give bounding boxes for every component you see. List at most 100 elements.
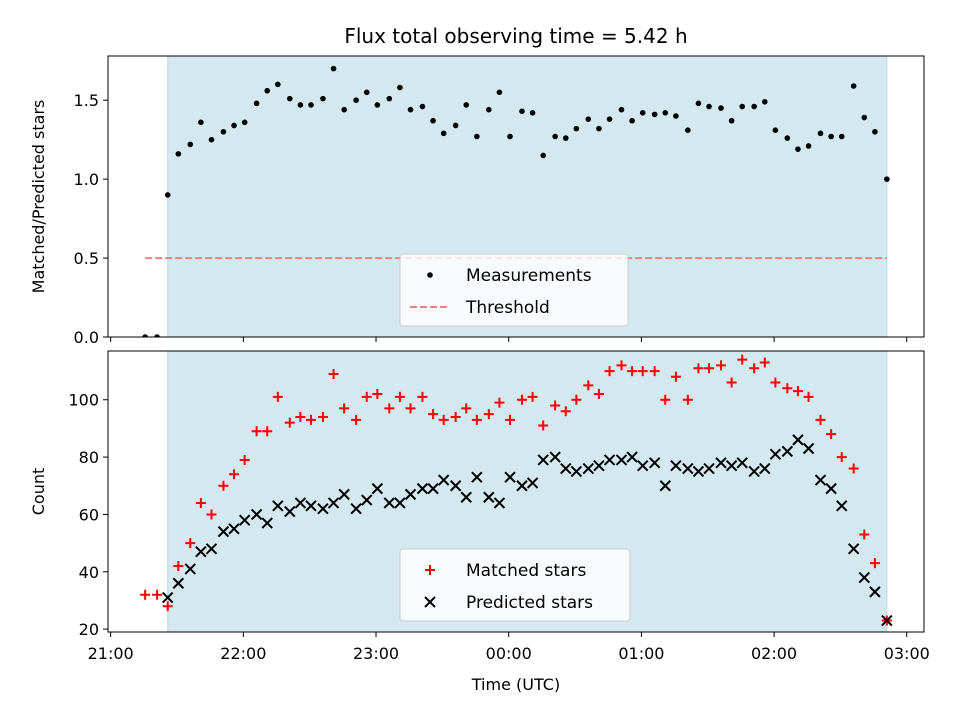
x-tick-label: 22:00 — [220, 644, 266, 663]
data-point — [784, 135, 791, 141]
data-point — [770, 377, 781, 388]
data-point — [394, 497, 406, 509]
data-point — [826, 429, 837, 440]
data-point — [673, 113, 679, 119]
data-point — [419, 103, 426, 110]
data-point — [407, 106, 414, 113]
data-point — [286, 95, 293, 102]
data-point — [327, 497, 340, 509]
data-point — [736, 457, 748, 469]
legend: Matched stars Predicted stars — [399, 548, 631, 622]
data-point — [861, 114, 868, 121]
x-tick-label: 01:00 — [618, 644, 664, 663]
data-point — [704, 363, 715, 374]
axes-frame — [107, 350, 925, 633]
data-point — [769, 448, 782, 460]
data-point — [437, 474, 450, 486]
data-point — [718, 105, 724, 111]
data-point — [330, 65, 337, 72]
data-point — [272, 391, 283, 402]
data-point — [529, 110, 536, 116]
data-point — [507, 133, 513, 140]
data-point — [571, 394, 582, 405]
data-point — [173, 561, 184, 572]
data-point — [692, 465, 705, 478]
x-tick-label: 23:00 — [353, 644, 399, 663]
legend: Measurements Threshold — [399, 253, 629, 327]
data-point — [550, 400, 561, 411]
data-point — [748, 465, 760, 478]
data-point — [140, 589, 151, 600]
data-point — [662, 110, 669, 116]
data-point — [297, 102, 304, 108]
legend-marker — [425, 565, 435, 575]
data-point — [751, 103, 757, 110]
data-point — [152, 589, 163, 600]
data-point — [206, 509, 217, 520]
y-tick-label: 80 — [79, 448, 99, 467]
data-point — [538, 420, 549, 431]
data-point — [825, 482, 837, 495]
data-point — [519, 108, 525, 115]
data-point — [416, 482, 429, 495]
data-point — [836, 452, 847, 463]
data-point — [430, 117, 436, 124]
data-point — [792, 386, 803, 397]
data-point — [353, 97, 359, 104]
data-point — [471, 414, 482, 425]
data-point — [772, 127, 779, 133]
data-point — [493, 497, 506, 509]
data-point — [859, 529, 870, 540]
data-point — [187, 141, 194, 148]
data-point — [339, 403, 350, 414]
data-point — [241, 119, 248, 126]
data-point — [726, 377, 737, 388]
data-point — [582, 462, 595, 475]
data-point — [328, 368, 339, 379]
data-point — [869, 558, 880, 569]
data-point — [651, 111, 658, 118]
data-point — [629, 117, 635, 124]
data-point — [527, 391, 538, 402]
data-point — [361, 494, 373, 506]
data-point — [228, 523, 240, 535]
data-point — [238, 514, 251, 526]
data-point — [305, 500, 317, 512]
data-point — [494, 397, 505, 408]
data-point — [817, 130, 824, 137]
legend-label: Matched stars — [466, 561, 586, 581]
data-point — [795, 146, 801, 152]
data-point — [516, 394, 527, 405]
y-tick-label: 100 — [68, 391, 99, 410]
data-point — [526, 477, 539, 489]
data-point — [427, 482, 439, 495]
data-point — [670, 459, 682, 472]
data-point — [185, 538, 196, 549]
top-panel-ratio: 0.0 0.5 1.0 1.5 Flux total observing time = … — [29, 24, 925, 347]
data-point — [695, 100, 702, 107]
y-tick-label: 0.0 — [74, 328, 99, 347]
data-point — [218, 480, 229, 491]
data-point — [881, 614, 893, 627]
series-predicted-stars — [161, 434, 893, 627]
data-point — [739, 103, 746, 110]
data-point — [703, 462, 715, 475]
data-point — [659, 480, 671, 492]
data-point — [142, 334, 148, 337]
data-point — [261, 517, 273, 529]
data-point — [872, 128, 878, 135]
data-point — [483, 409, 494, 420]
data-point — [483, 491, 495, 503]
data-point — [253, 100, 260, 107]
data-point — [560, 406, 571, 417]
data-point — [761, 98, 768, 105]
data-point — [573, 125, 580, 132]
data-point — [198, 119, 204, 126]
y-axis-label: Matched/Predicted stars — [29, 100, 48, 294]
data-point — [715, 360, 726, 371]
data-point — [154, 334, 160, 337]
data-point — [350, 502, 362, 515]
data-point — [505, 414, 516, 425]
data-point — [264, 87, 271, 94]
